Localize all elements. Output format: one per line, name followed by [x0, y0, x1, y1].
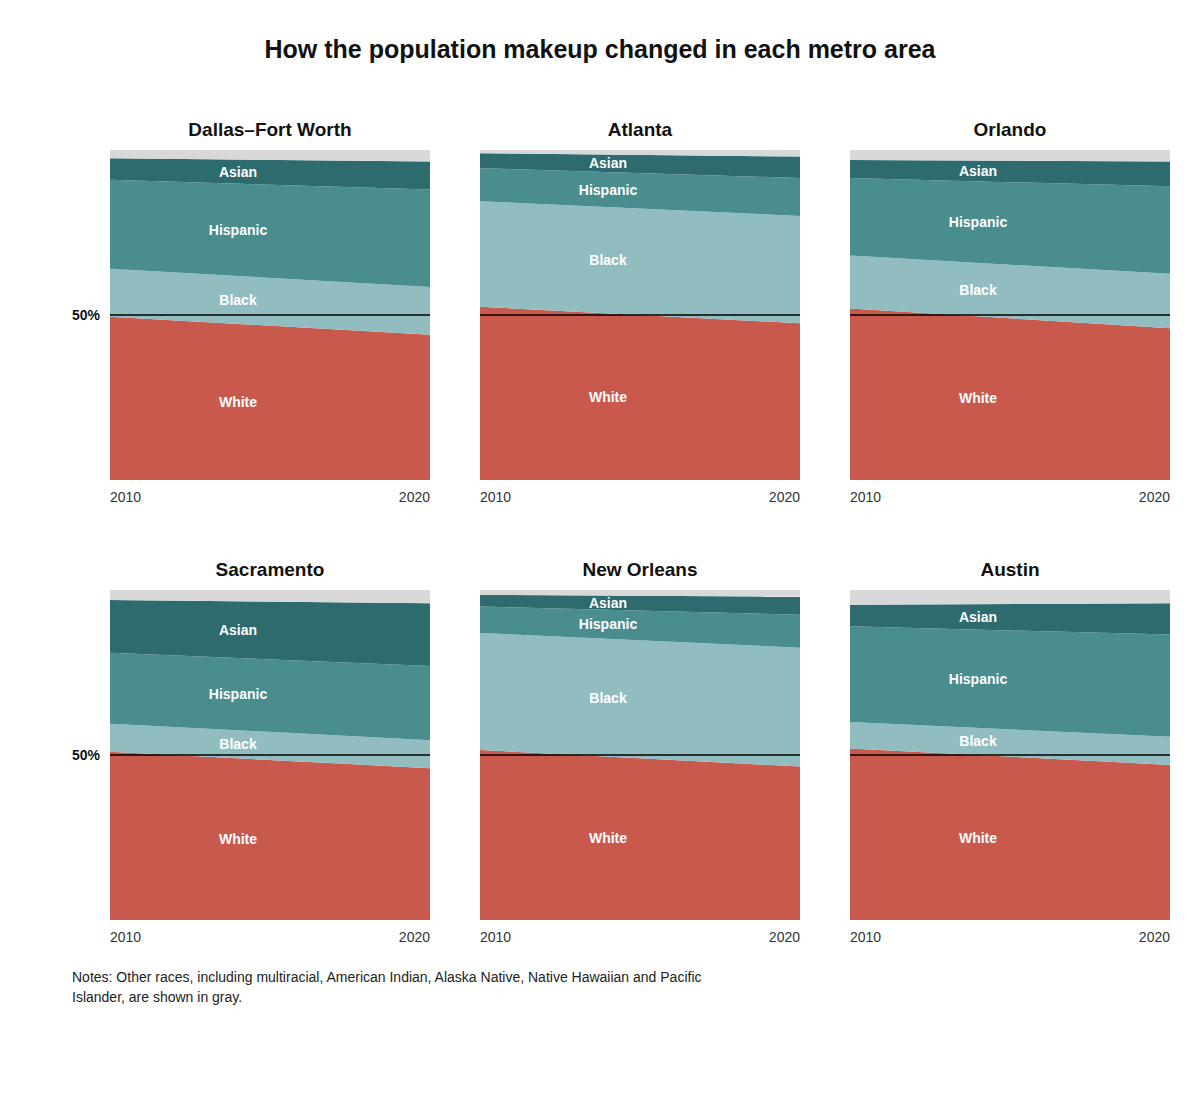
x-tick-label: 2010: [110, 489, 141, 505]
band-label: Hispanic: [949, 671, 1008, 687]
area-band: [480, 153, 800, 178]
area-band: [110, 600, 430, 666]
band-label: White: [219, 394, 257, 410]
band-label: Black: [219, 292, 257, 308]
x-tick-label: 2010: [850, 929, 881, 945]
panel: White Black Hispanic Asian 2010 2020 Austin: [850, 559, 1170, 945]
band-label: Black: [959, 733, 997, 749]
x-tick-label: 2010: [110, 929, 141, 945]
band-label: White: [959, 390, 997, 406]
band-label: Asian: [959, 609, 997, 625]
area-band: [110, 180, 430, 287]
area-band: [480, 633, 800, 767]
x-tick-label: 2020: [1139, 929, 1170, 945]
panel-title: Atlanta: [608, 119, 673, 140]
band-label: Hispanic: [579, 616, 638, 632]
notes: Notes: Other races, including multiracia…: [72, 968, 1152, 1007]
y-tick-label: 50%: [72, 307, 101, 323]
area-band: [850, 590, 1170, 605]
band-label: Black: [959, 282, 997, 298]
band-label: White: [589, 830, 627, 846]
area-band: [110, 150, 430, 162]
panel-title: Dallas–Fort Worth: [188, 119, 351, 140]
band-label: Asian: [219, 622, 257, 638]
figure: How the population makeup changed in eac…: [0, 0, 1200, 1111]
plot-area: [850, 590, 1170, 920]
area-band: [480, 595, 800, 615]
band-label: Black: [589, 252, 627, 268]
plot-area: [850, 150, 1170, 480]
panel-title: Sacramento: [216, 559, 325, 580]
x-tick-label: 2010: [480, 489, 511, 505]
x-tick-label: 2020: [1139, 489, 1170, 505]
area-band: [110, 752, 430, 920]
grid-line: [850, 314, 1170, 316]
band-label: Black: [589, 690, 627, 706]
band-label: White: [589, 389, 627, 405]
area-band: [850, 603, 1170, 634]
x-tick-label: 2020: [769, 489, 800, 505]
plot-area: [480, 150, 800, 480]
band-label: Asian: [959, 163, 997, 179]
area-band: [480, 750, 800, 920]
area-band: [850, 748, 1170, 920]
area-band: [850, 160, 1170, 186]
x-tick-label: 2010: [480, 929, 511, 945]
band-label: Asian: [219, 164, 257, 180]
band-label: Black: [219, 736, 257, 752]
area-band: [480, 201, 800, 323]
area-band: [110, 653, 430, 740]
grid-line: [480, 314, 800, 316]
area-band: [110, 317, 430, 480]
band-label: Asian: [589, 595, 627, 611]
band-label: Hispanic: [209, 686, 268, 702]
x-tick-label: 2020: [769, 929, 800, 945]
band-label: White: [959, 830, 997, 846]
plot-area: [480, 590, 800, 920]
area-band: [850, 308, 1170, 480]
band-label: Asian: [589, 155, 627, 171]
panel: White Black Hispanic Asian 2010 2020 New Orlea…: [480, 559, 800, 945]
panel: White Black Hispanic Asian 2010 2020 50% Sacram…: [72, 559, 430, 945]
plot-area: [110, 590, 430, 920]
x-tick-label: 2020: [399, 929, 430, 945]
area-band: [480, 307, 800, 480]
grid-line: [480, 754, 800, 756]
area-band: [110, 158, 430, 189]
band-label: White: [219, 831, 257, 847]
x-tick-label: 2020: [399, 489, 430, 505]
panel-title: Orlando: [974, 119, 1047, 140]
panel-title: Austin: [980, 559, 1039, 580]
x-tick-label: 2010: [850, 489, 881, 505]
area-band: [850, 626, 1170, 737]
panel-title: New Orleans: [582, 559, 697, 580]
area-band: [480, 590, 800, 597]
main-title: How the population makeup changed in eac…: [265, 35, 937, 63]
plot-area: [110, 150, 430, 480]
band-label: Hispanic: [949, 214, 1008, 230]
panel: White Black Hispanic Asian 2010 2020 50% Dallas…: [72, 119, 430, 505]
band-label: Hispanic: [209, 222, 268, 238]
grid-line: [110, 314, 430, 316]
grid-line: [110, 754, 430, 756]
area-band: [480, 150, 800, 157]
y-tick-label: 50%: [72, 747, 101, 763]
panel: White Black Hispanic Asian 2010 2020 Atlanta: [480, 119, 800, 505]
panel: White Black Hispanic Asian 2010 2020 Orlando: [850, 119, 1170, 505]
grid-line: [850, 754, 1170, 756]
area-band: [850, 150, 1170, 162]
area-band: [110, 590, 430, 603]
area-band: [850, 178, 1170, 274]
band-label: Hispanic: [579, 182, 638, 198]
